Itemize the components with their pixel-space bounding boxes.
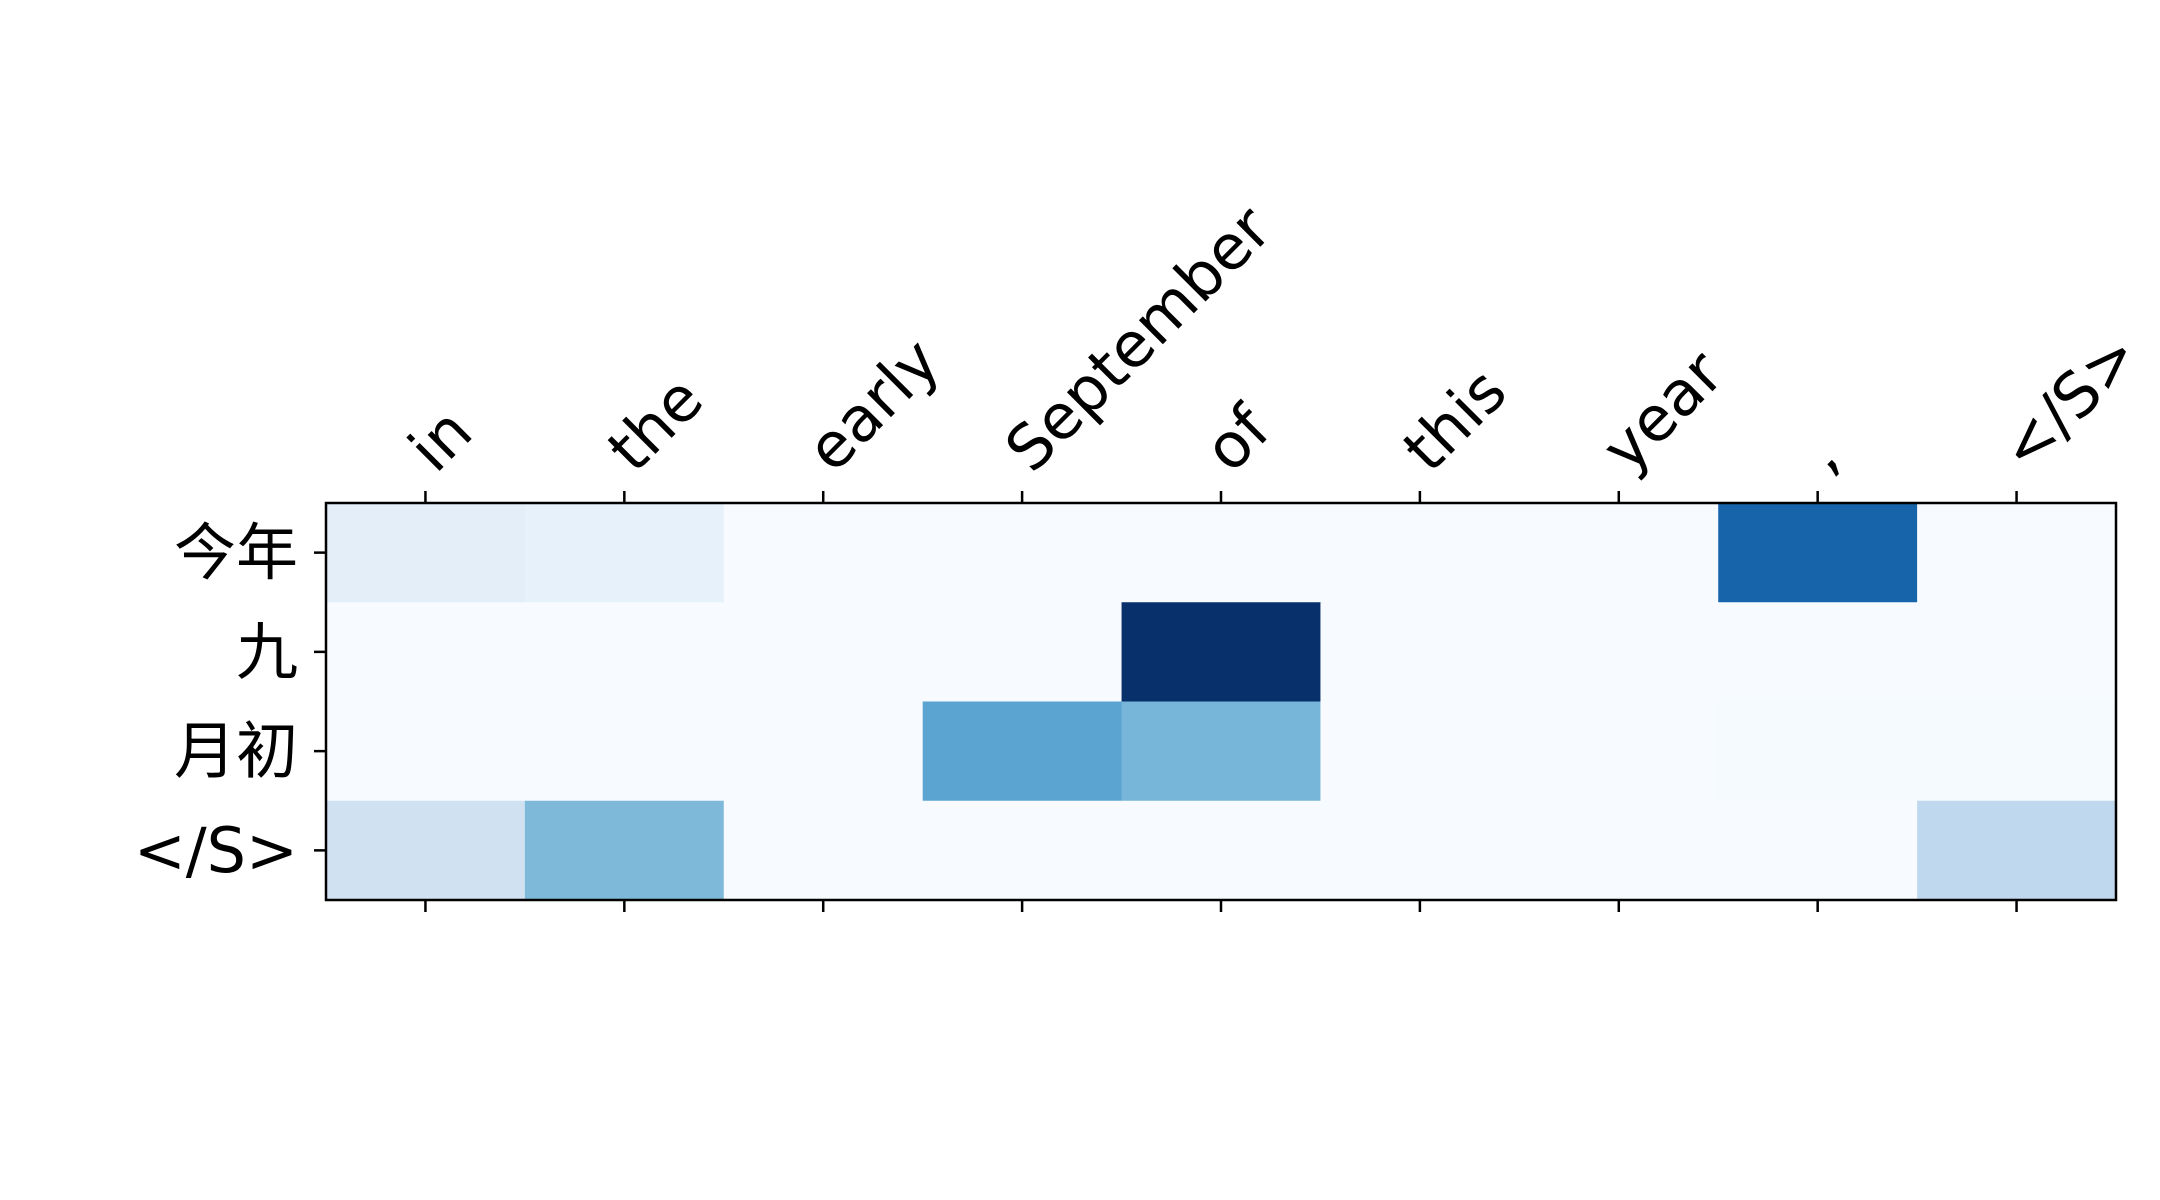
heatmap-cell-r1-c2 bbox=[723, 602, 924, 703]
heatmap-cell-r2-c4 bbox=[1121, 701, 1322, 802]
x-tick-label-5: this bbox=[1389, 354, 1521, 486]
heatmap-cell-r3-c0 bbox=[326, 800, 526, 901]
y-tick-label-3: </S> bbox=[134, 814, 298, 887]
heatmap-cell-r1-c1 bbox=[524, 602, 725, 703]
x-tick-label-6: year bbox=[1588, 336, 1738, 486]
heatmap-cells bbox=[326, 503, 2117, 901]
heatmap-cell-r2-c0 bbox=[326, 701, 526, 802]
heatmap-cell-r3-c7 bbox=[1718, 800, 1918, 901]
heatmap-cell-r0-c0 bbox=[326, 503, 526, 603]
heatmap-cell-r1-c6 bbox=[1519, 602, 1719, 703]
heatmap-cell-r2-c5 bbox=[1320, 701, 1520, 802]
heatmap-cell-r3-c2 bbox=[723, 800, 924, 901]
heatmap-cell-r0-c4 bbox=[1121, 503, 1322, 603]
heatmap-cell-r0-c1 bbox=[524, 503, 725, 603]
heatmap-cell-r1-c7 bbox=[1718, 602, 1918, 703]
heatmap-cell-r0-c8 bbox=[1917, 503, 2117, 603]
heatmap-cell-r0-c7 bbox=[1718, 503, 1918, 603]
heatmap-cell-r0-c6 bbox=[1519, 503, 1719, 603]
x-tick-label-0: in bbox=[394, 394, 486, 486]
heatmap-cell-r2-c6 bbox=[1519, 701, 1719, 802]
y-tick-label-2: 月初 bbox=[174, 715, 298, 788]
heatmap-cell-r2-c8 bbox=[1917, 701, 2117, 802]
heatmap-cell-r1-c8 bbox=[1917, 602, 2117, 703]
heatmap-cell-r3-c3 bbox=[922, 800, 1123, 901]
heatmap-cell-r0-c3 bbox=[922, 503, 1123, 603]
heatmap-cell-r2-c7 bbox=[1718, 701, 1918, 802]
heatmap-cell-r2-c1 bbox=[524, 701, 725, 802]
x-tick-label-2: early bbox=[792, 324, 954, 486]
heatmap-cell-r3-c8 bbox=[1917, 800, 2117, 901]
x-tick-label-7: , bbox=[1787, 420, 1853, 486]
heatmap-cell-r3-c6 bbox=[1519, 800, 1719, 901]
tick-marks bbox=[314, 491, 2018, 912]
x-tick-label-8: </S> bbox=[1986, 318, 2154, 486]
heatmap-cell-r0-c2 bbox=[723, 503, 924, 603]
heatmap-cell-r3-c1 bbox=[524, 800, 725, 901]
plot-frame bbox=[324, 501, 2118, 902]
x-tick-label-4: of bbox=[1190, 390, 1285, 485]
x-tick-label-1: the bbox=[593, 362, 717, 486]
heatmap-cell-r1-c5 bbox=[1320, 602, 1520, 703]
y-tick-label-0: 今年 bbox=[174, 516, 298, 589]
y-tick-label-1: 九 bbox=[236, 615, 298, 688]
heatmap-cell-r1-c0 bbox=[326, 602, 526, 703]
heatmap-cell-r1-c4 bbox=[1121, 602, 1322, 703]
heatmap-cell-r2-c3 bbox=[922, 701, 1123, 802]
heatmap-cell-r3-c4 bbox=[1121, 800, 1322, 901]
heatmap-cell-r0-c5 bbox=[1320, 503, 1520, 603]
heatmap-cell-r2-c2 bbox=[723, 701, 924, 802]
heatmap-cell-r3-c5 bbox=[1320, 800, 1520, 901]
heatmap-cell-r1-c3 bbox=[922, 602, 1123, 703]
